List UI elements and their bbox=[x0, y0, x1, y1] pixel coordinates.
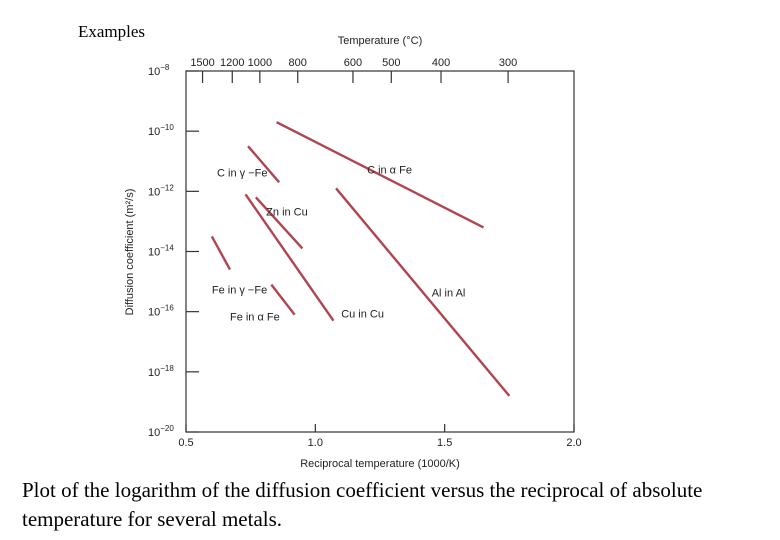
series-labels: C in α Fe C in γ −Fe Zn in Cu Fe in γ −Fe Fe… bbox=[212, 164, 466, 323]
y-tick-label: 10−16 bbox=[148, 304, 174, 319]
series-line-c-in-fe bbox=[247, 145, 281, 184]
plot-frame bbox=[185, 70, 575, 433]
x-tick-label: 1.0 bbox=[308, 437, 323, 449]
series-line-cu-in-cu bbox=[244, 193, 335, 322]
x-axis-title: Reciprocal temperature (1000/K) bbox=[300, 458, 460, 470]
x-tick-label: 2.0 bbox=[566, 437, 581, 449]
series-lines bbox=[210, 121, 511, 397]
y-tick-label: 10−20 bbox=[148, 424, 174, 439]
series-label: Fe in α Fe bbox=[230, 312, 280, 324]
series-label: Al in Al bbox=[432, 288, 466, 300]
top-tick-label: 800 bbox=[289, 57, 307, 69]
top-tick-label: 300 bbox=[499, 57, 517, 69]
y-tick-label: 10−14 bbox=[148, 244, 174, 259]
top-tick-label: 1200 bbox=[220, 57, 244, 69]
slide-heading: Examples bbox=[78, 22, 146, 41]
series-line-fe-in-fe bbox=[270, 283, 296, 316]
series-label: C in γ −Fe bbox=[217, 167, 267, 179]
figure-caption: Plot of the logarithm of the diffusion c… bbox=[22, 478, 703, 531]
y-tick-label: 10−10 bbox=[148, 123, 174, 138]
y-axis-title: Diffusion coefficient (m²/s) bbox=[124, 189, 136, 316]
series-line-zn-in-cu bbox=[254, 196, 304, 250]
top-tick-label: 500 bbox=[382, 57, 400, 69]
series-line-c-in-fe bbox=[275, 121, 485, 229]
x-tick-label: 0.5 bbox=[178, 437, 193, 449]
diffusion-chart: 10−8 10−10 10−12 10−14 10−16 10−18 10−20 0.5 1.0… bbox=[124, 35, 582, 470]
series-line-fe-in-fe bbox=[210, 235, 232, 271]
series-label: Zn in Cu bbox=[266, 206, 308, 218]
y-tick-label: 10−8 bbox=[148, 63, 170, 78]
top-tick-label: 1500 bbox=[190, 57, 214, 69]
series-label: C in α Fe bbox=[367, 164, 412, 176]
x-tick-label: 1.5 bbox=[437, 437, 452, 449]
top-tick-label: 600 bbox=[344, 57, 362, 69]
y-tick-label: 10−12 bbox=[148, 183, 174, 198]
top-axis-title: Temperature (°C) bbox=[338, 35, 422, 47]
top-tick-label: 400 bbox=[432, 57, 450, 69]
top-tick-label: 1000 bbox=[248, 57, 272, 69]
series-line-al-in-al bbox=[335, 187, 511, 397]
series-label: Cu in Cu bbox=[341, 309, 384, 321]
axes: 10−8 10−10 10−12 10−14 10−16 10−18 10−20 0.5 1.0… bbox=[124, 35, 582, 470]
series-label: Fe in γ −Fe bbox=[212, 285, 267, 297]
y-tick-label: 10−18 bbox=[148, 364, 174, 379]
